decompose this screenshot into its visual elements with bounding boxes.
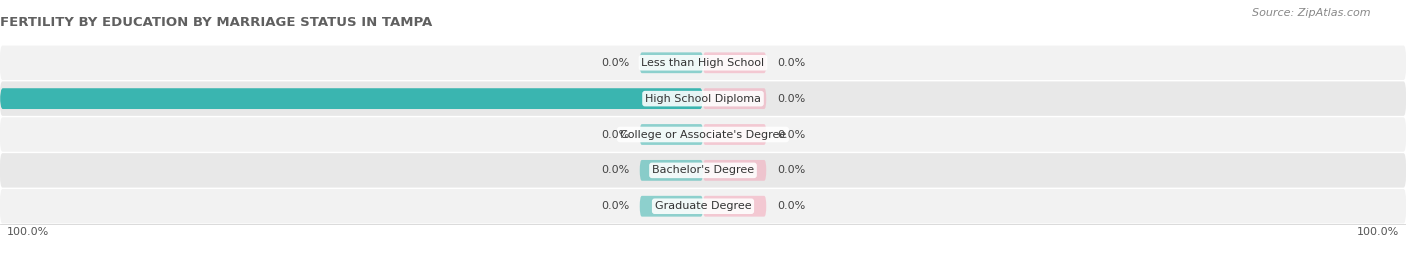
Text: 0.0%: 0.0% [778, 58, 806, 68]
Text: 0.0%: 0.0% [778, 129, 806, 140]
Text: 100.0%: 100.0% [1357, 227, 1399, 237]
FancyBboxPatch shape [0, 117, 1406, 152]
FancyBboxPatch shape [703, 124, 766, 145]
Text: Graduate Degree: Graduate Degree [655, 201, 751, 211]
FancyBboxPatch shape [0, 88, 703, 109]
FancyBboxPatch shape [0, 153, 1406, 187]
FancyBboxPatch shape [640, 124, 703, 145]
Text: 0.0%: 0.0% [778, 94, 806, 104]
FancyBboxPatch shape [703, 52, 766, 73]
Text: 0.0%: 0.0% [778, 201, 806, 211]
Text: 0.0%: 0.0% [778, 165, 806, 175]
FancyBboxPatch shape [0, 82, 1406, 116]
FancyBboxPatch shape [703, 196, 766, 217]
FancyBboxPatch shape [703, 160, 766, 181]
Text: 0.0%: 0.0% [600, 165, 630, 175]
FancyBboxPatch shape [640, 160, 703, 181]
Text: Bachelor's Degree: Bachelor's Degree [652, 165, 754, 175]
Text: 100.0%: 100.0% [7, 227, 49, 237]
Text: High School Diploma: High School Diploma [645, 94, 761, 104]
Text: Source: ZipAtlas.com: Source: ZipAtlas.com [1253, 8, 1371, 18]
Text: 0.0%: 0.0% [600, 58, 630, 68]
Text: FERTILITY BY EDUCATION BY MARRIAGE STATUS IN TAMPA: FERTILITY BY EDUCATION BY MARRIAGE STATU… [0, 16, 432, 29]
FancyBboxPatch shape [703, 88, 766, 109]
Text: 0.0%: 0.0% [600, 201, 630, 211]
FancyBboxPatch shape [0, 189, 1406, 224]
Text: Less than High School: Less than High School [641, 58, 765, 68]
FancyBboxPatch shape [640, 52, 703, 73]
Text: College or Associate's Degree: College or Associate's Degree [620, 129, 786, 140]
Text: 0.0%: 0.0% [600, 129, 630, 140]
FancyBboxPatch shape [640, 196, 703, 217]
FancyBboxPatch shape [0, 45, 1406, 80]
